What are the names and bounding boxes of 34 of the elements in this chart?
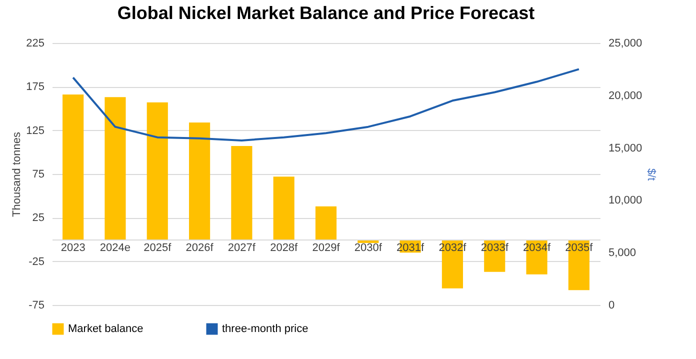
legend-label: three-month price — [222, 323, 308, 335]
line-series — [72, 68, 580, 142]
x-tick-label: 2026f — [186, 242, 214, 254]
x-tick-label: 2030f — [354, 242, 383, 254]
y-tick-label: -25 — [28, 256, 44, 268]
y-tick-label: 225 — [26, 38, 44, 50]
bar — [273, 176, 294, 240]
y2-tick-label: 20,000 — [608, 90, 642, 102]
x-tick-label: 2024e — [100, 242, 131, 254]
legend-label: Market balance — [68, 323, 144, 335]
bar — [189, 122, 210, 240]
y-tick-label: 125 — [26, 124, 44, 137]
bar — [146, 102, 168, 240]
y-axis-title: Thousand tonnes — [11, 132, 24, 218]
x-tick-label: 2029f — [312, 242, 341, 254]
bar — [62, 94, 84, 240]
y2-tick-label: 25,000 — [608, 38, 642, 50]
y-tick-label: 75 — [32, 168, 44, 180]
bar — [104, 97, 126, 240]
y-tick-label: 175 — [26, 81, 44, 94]
y2-tick-label: 5,000 — [608, 247, 636, 260]
chart-title: Global Nickel Market Balance and Price Forecast — [117, 3, 535, 23]
bar — [231, 146, 252, 240]
y-tick-label: 25 — [32, 212, 44, 224]
bar — [315, 206, 337, 240]
x-tick-label: 2025f — [144, 242, 172, 254]
x-tick-label: 2023 — [60, 242, 86, 254]
x-tick-label: 2027f — [228, 242, 256, 254]
y2-tick-label: 15,000 — [608, 142, 642, 154]
y-tick-label: -75 — [28, 300, 44, 312]
y2-tick-label: 0 — [608, 300, 615, 312]
y2-axis-title: $/t — [645, 168, 658, 181]
x-tick-label: 2028f — [270, 242, 299, 254]
y2-tick-label: 10,000 — [608, 194, 642, 207]
